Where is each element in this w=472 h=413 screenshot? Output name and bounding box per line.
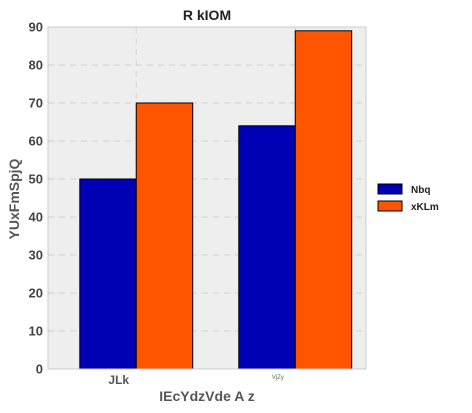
y-tick-label: 0 bbox=[36, 362, 43, 377]
x-tick-label: JLk bbox=[108, 373, 129, 387]
bar-Nbq-VjZy bbox=[238, 125, 296, 370]
y-tick-label: 60 bbox=[29, 134, 43, 149]
y-tick-label: 80 bbox=[29, 58, 43, 73]
plot-frame bbox=[47, 26, 367, 370]
y-axis-ticks: 0 10 20 30 40 50 60 70 80 90 bbox=[29, 20, 43, 377]
legend: Nbq xKLm bbox=[377, 183, 439, 213]
x-tick-label: VjZy bbox=[272, 375, 284, 381]
y-tick-label: 20 bbox=[29, 286, 43, 301]
y-tick-label: 40 bbox=[29, 210, 43, 225]
bar-xKLm-JLk bbox=[135, 102, 194, 370]
bar-Nbq-JLk bbox=[79, 178, 137, 370]
bars bbox=[79, 30, 353, 370]
y-tick-label: 70 bbox=[29, 96, 43, 111]
y-axis-label: YUxFmSpjQ bbox=[6, 158, 22, 239]
y-tick-label: 30 bbox=[29, 248, 43, 263]
y-tick-label: 90 bbox=[29, 20, 43, 35]
y-tick-label: 10 bbox=[29, 324, 43, 339]
legend-label: Nbq bbox=[411, 185, 430, 196]
legend-swatch bbox=[377, 183, 403, 195]
bar-xKLm-VjZy bbox=[294, 30, 353, 370]
legend-swatch bbox=[377, 200, 403, 212]
x-axis-ticks: JLk VjZy bbox=[108, 373, 283, 387]
x-axis-label: IEcYdzVde A z bbox=[159, 388, 254, 404]
y-tick-label: 50 bbox=[29, 172, 43, 187]
legend-label: xKLm bbox=[411, 202, 439, 213]
chart-title: R kIOM bbox=[183, 7, 231, 23]
